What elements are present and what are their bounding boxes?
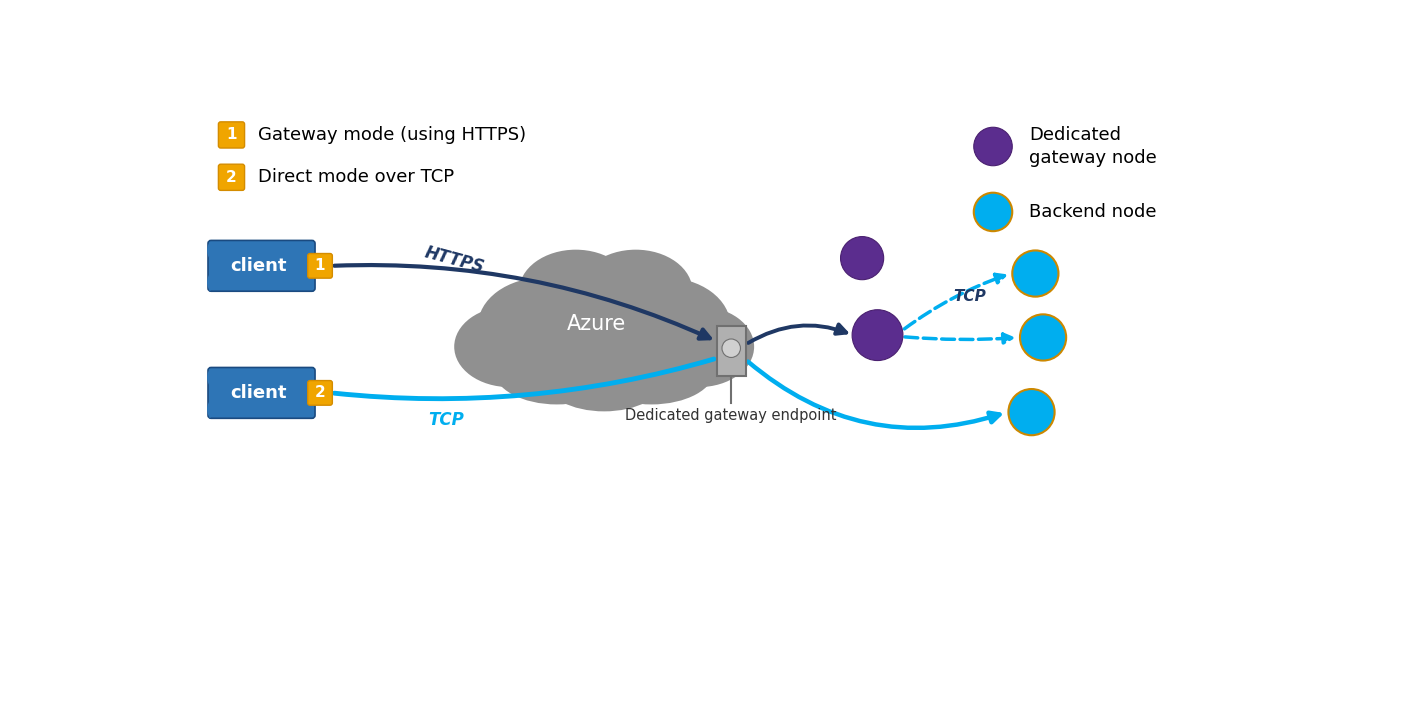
Ellipse shape xyxy=(588,335,714,404)
Text: 2: 2 xyxy=(315,386,326,400)
Ellipse shape xyxy=(478,278,611,374)
Ellipse shape xyxy=(510,266,699,404)
Text: TCP: TCP xyxy=(954,289,986,304)
Circle shape xyxy=(973,193,1012,231)
FancyBboxPatch shape xyxy=(218,122,245,148)
Text: TCP: TCP xyxy=(428,411,465,429)
FancyBboxPatch shape xyxy=(208,367,315,418)
Circle shape xyxy=(1009,389,1054,435)
Text: 1: 1 xyxy=(227,128,237,142)
FancyBboxPatch shape xyxy=(218,164,245,191)
Text: Gateway mode (using HTTPS): Gateway mode (using HTTPS) xyxy=(258,126,526,144)
FancyBboxPatch shape xyxy=(717,325,745,376)
FancyBboxPatch shape xyxy=(307,381,333,405)
Ellipse shape xyxy=(519,250,632,333)
Circle shape xyxy=(840,236,884,280)
FancyBboxPatch shape xyxy=(307,254,333,278)
Text: Azure: Azure xyxy=(567,313,626,334)
Ellipse shape xyxy=(455,306,565,387)
Text: 2: 2 xyxy=(227,170,237,185)
Text: client: client xyxy=(230,384,286,402)
Circle shape xyxy=(1020,314,1066,360)
FancyBboxPatch shape xyxy=(208,240,315,291)
Ellipse shape xyxy=(544,347,665,411)
Text: Dedicated
gateway node: Dedicated gateway node xyxy=(1029,125,1156,168)
Circle shape xyxy=(973,128,1012,165)
Ellipse shape xyxy=(493,335,621,404)
Text: 1: 1 xyxy=(315,259,326,273)
Text: HTTPS: HTTPS xyxy=(422,244,486,277)
Ellipse shape xyxy=(580,250,693,333)
Text: Direct mode over TCP: Direct mode over TCP xyxy=(258,168,453,186)
Text: client: client xyxy=(230,257,286,275)
Circle shape xyxy=(852,310,903,360)
Ellipse shape xyxy=(643,306,754,387)
Text: Dedicated gateway endpoint: Dedicated gateway endpoint xyxy=(625,408,837,423)
Circle shape xyxy=(723,339,741,358)
Ellipse shape xyxy=(598,278,730,374)
Circle shape xyxy=(1012,250,1058,297)
Text: Backend node: Backend node xyxy=(1029,203,1156,221)
